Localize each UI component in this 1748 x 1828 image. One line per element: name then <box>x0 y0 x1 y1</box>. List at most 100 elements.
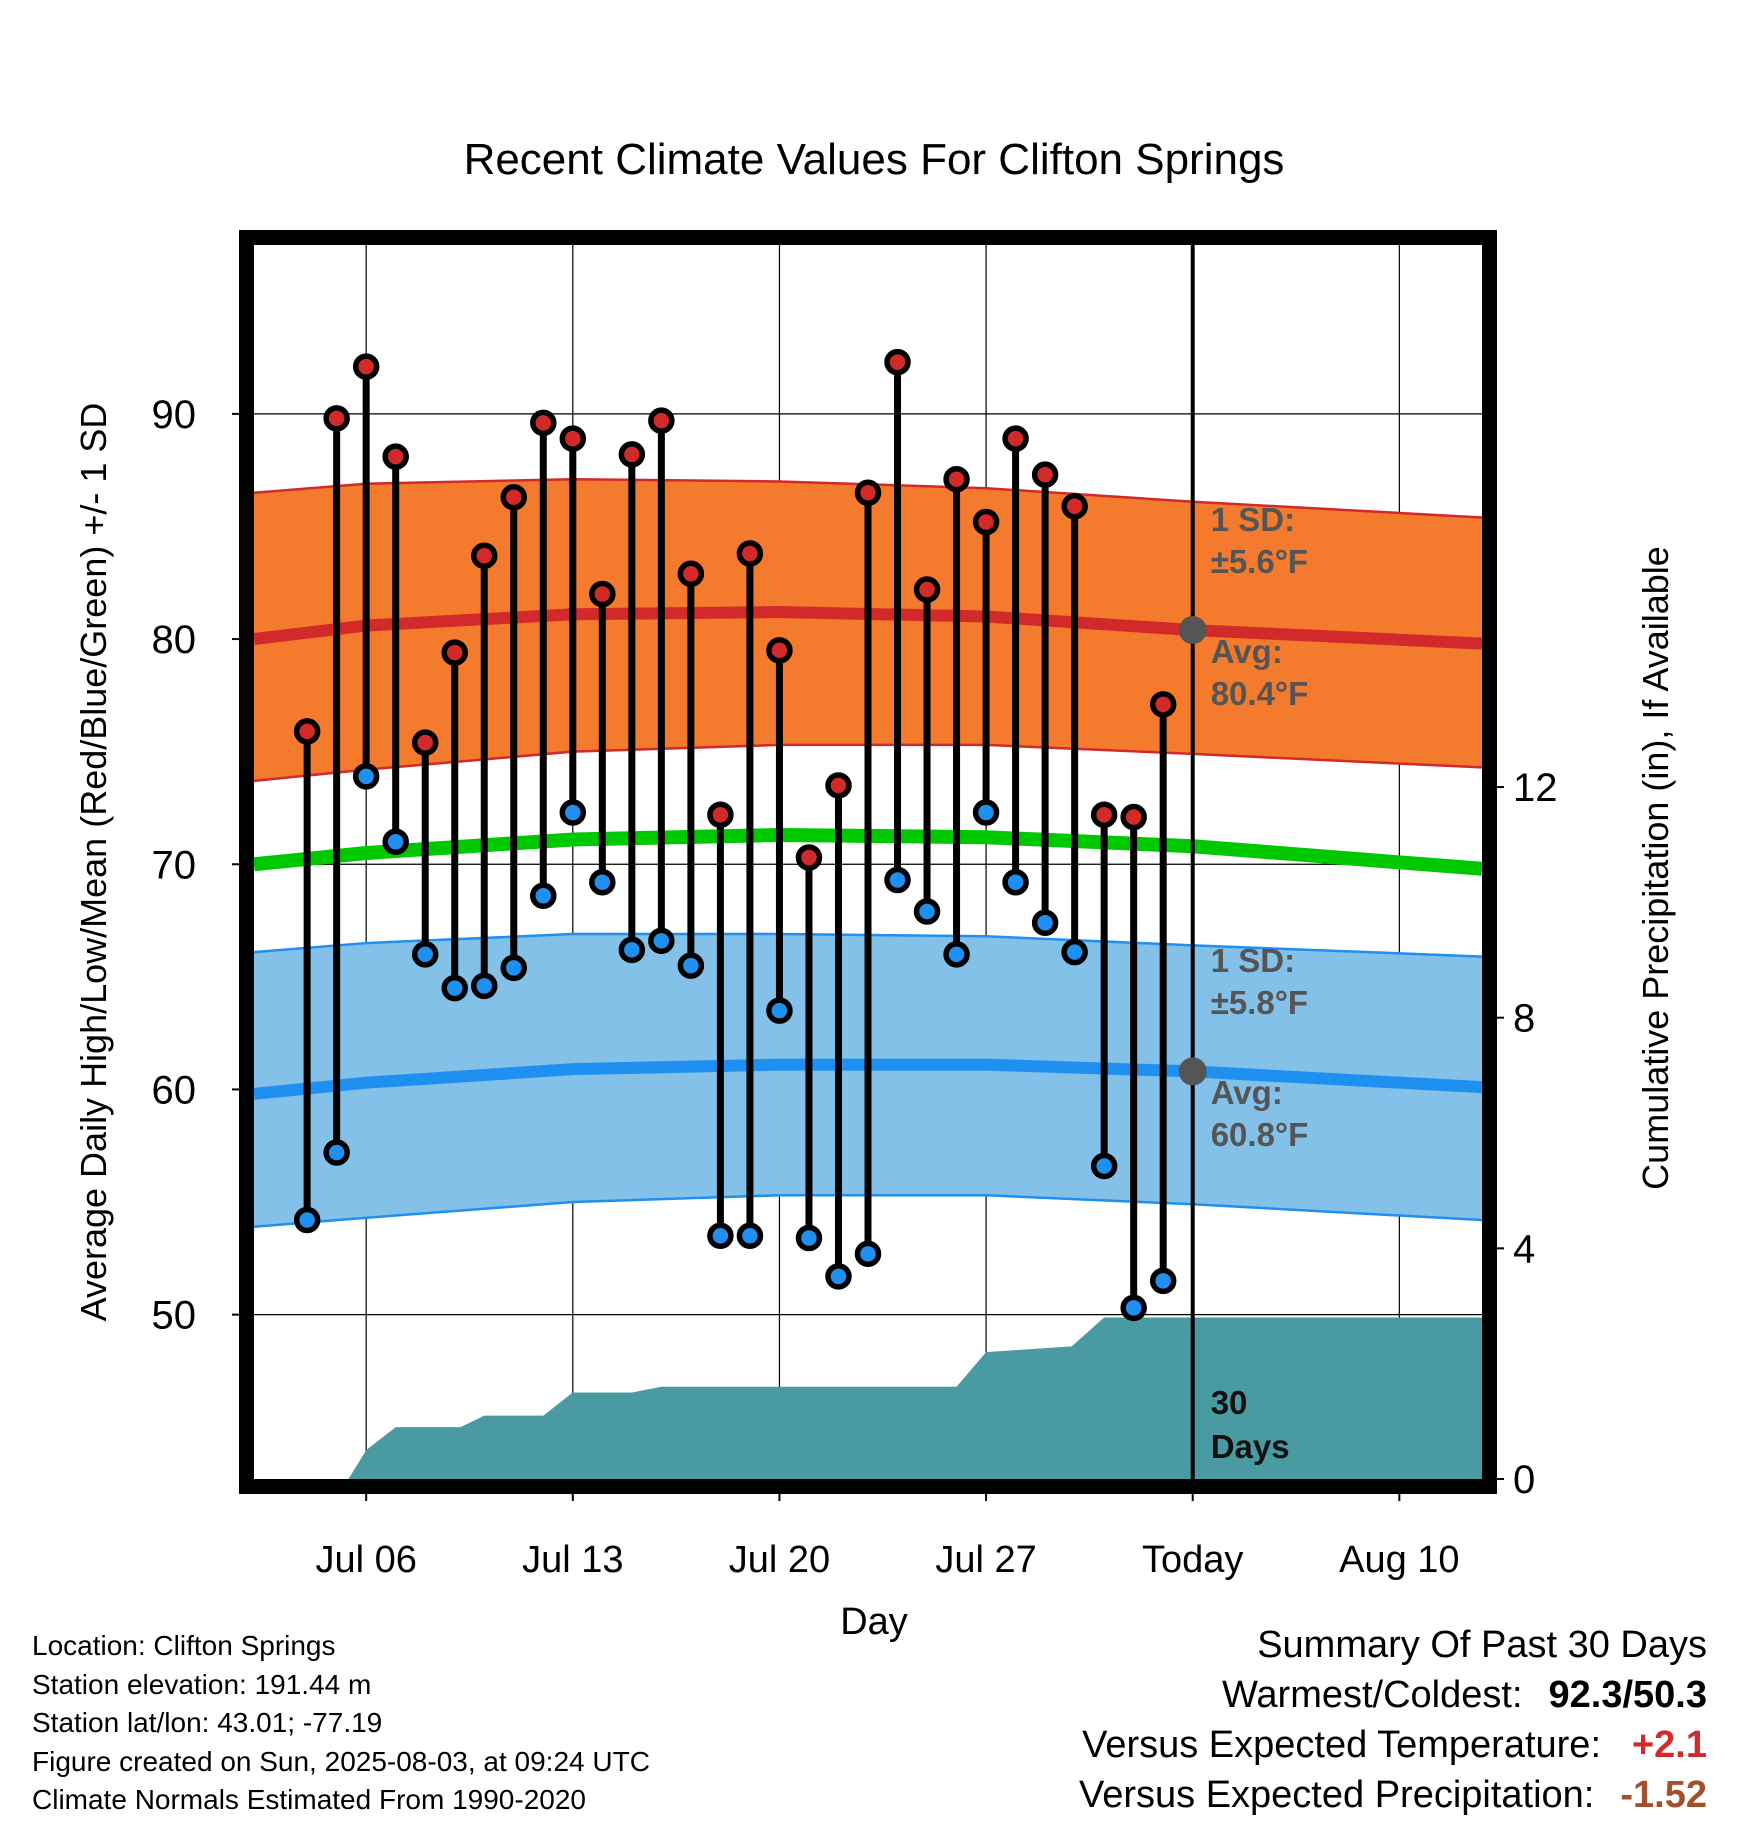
high-avg-value: 80.4°F <box>1211 675 1309 712</box>
low-point <box>884 866 911 894</box>
today-low-average-dot <box>1178 1057 1207 1086</box>
low-point <box>411 941 439 968</box>
low-point <box>795 1224 823 1252</box>
low-point <box>913 898 941 925</box>
low-point <box>500 954 528 982</box>
low-point <box>1002 869 1029 896</box>
y2-tick-label: 12 <box>1513 766 1558 810</box>
summary-panel: Summary Of Past 30 Days Warmest/Coldest:… <box>1079 1620 1707 1820</box>
low-point <box>943 941 970 968</box>
high-sd-label: 1 SD: <box>1211 501 1295 538</box>
precip-days-number: 30 <box>1211 1384 1248 1421</box>
warm-cold-label: Warmest/Coldest: <box>1221 1674 1523 1716</box>
low-sd-label: 1 SD: <box>1211 942 1295 979</box>
today-high-average-dot <box>1178 616 1207 645</box>
low-point <box>1031 909 1059 937</box>
x-tick-label: Jul 20 <box>729 1539 830 1581</box>
low-point <box>441 974 468 1002</box>
high-point <box>854 479 882 506</box>
y-tick-label: 50 <box>152 1294 197 1338</box>
normals-text: Climate Normals Estimated From 1990-2020 <box>32 1784 586 1815</box>
precip-days-label: Days <box>1211 1428 1290 1465</box>
low-point <box>293 1206 321 1234</box>
high-point <box>943 465 970 493</box>
low-point <box>530 882 557 910</box>
high-point <box>441 639 468 666</box>
high-point <box>1002 425 1029 452</box>
low-point <box>1149 1267 1177 1295</box>
high-point <box>972 508 1000 536</box>
low-point <box>854 1240 882 1268</box>
high-point <box>736 540 764 567</box>
high-point <box>323 405 350 432</box>
high-point <box>795 844 823 871</box>
high-point <box>677 560 705 588</box>
high-point <box>766 637 793 664</box>
low-point <box>648 927 675 955</box>
location-text: Location: Clifton Springs <box>32 1630 336 1661</box>
low-point <box>471 972 498 1000</box>
high-point <box>1120 803 1147 831</box>
low-point <box>589 869 616 896</box>
y2-tick-label: 0 <box>1513 1458 1535 1502</box>
high-point <box>382 443 409 470</box>
low-point <box>618 936 646 964</box>
high-point <box>913 576 941 603</box>
low-point <box>559 799 587 826</box>
high-point <box>530 409 557 437</box>
y-tick-label: 90 <box>152 393 197 437</box>
latlon-text: Station lat/lon: 43.01; -77.19 <box>32 1707 383 1738</box>
y-tick-label: 80 <box>152 618 197 662</box>
low-point <box>766 997 793 1024</box>
low-point <box>707 1222 734 1250</box>
low-point <box>1090 1152 1118 1180</box>
x-tick-label: Jul 13 <box>522 1539 623 1581</box>
high-point <box>293 718 321 745</box>
low-point <box>736 1222 764 1250</box>
high-point <box>559 425 587 452</box>
low-sd-value: ±5.8°F <box>1211 984 1308 1021</box>
x-tick-label: Today <box>1142 1539 1243 1581</box>
low-point <box>825 1263 852 1290</box>
low-avg-value: 60.8°F <box>1211 1116 1309 1153</box>
warm-cold-row: Warmest/Coldest: 92.3/50.3 <box>1079 1670 1707 1720</box>
precip-row: Versus Expected Precipitation: -1.52 <box>1079 1770 1707 1820</box>
precip-value: -1.52 <box>1620 1774 1707 1816</box>
low-point <box>1120 1294 1147 1322</box>
high-avg-label: Avg: <box>1211 633 1283 670</box>
plot-area: 1 SD: ±5.6°F Avg: 80.4°F 1 SD: ±5.8°F Avg: 60.8… <box>152 230 1558 1581</box>
warm-cold-value: 92.3/50.3 <box>1548 1674 1707 1716</box>
high-point <box>825 772 852 799</box>
temp-row: Versus Expected Temperature: +2.1 <box>1079 1720 1707 1770</box>
plot-content <box>254 245 1482 1479</box>
high-point <box>618 441 646 468</box>
station-info: Location: Clifton Springs Station elevat… <box>32 1627 650 1820</box>
y-tick-label: 70 <box>152 843 197 887</box>
high-point <box>471 542 498 570</box>
high-sd-value: ±5.6°F <box>1211 543 1308 580</box>
low-point <box>382 828 409 855</box>
low-point <box>323 1139 350 1166</box>
x-tick-label: Jul 06 <box>315 1539 416 1581</box>
low-avg-label: Avg: <box>1211 1074 1283 1111</box>
x-axis-label: Day <box>840 1601 908 1643</box>
summary-title: Summary Of Past 30 Days <box>1257 1624 1707 1666</box>
temp-label: Versus Expected Temperature: <box>1082 1724 1601 1766</box>
chart-title: Recent Climate Values For Clifton Spring… <box>464 135 1285 184</box>
precip-label: Versus Expected Precipitation: <box>1078 1774 1595 1816</box>
low-point <box>352 763 380 790</box>
high-point <box>411 729 439 756</box>
x-tick-label: Jul 27 <box>935 1539 1036 1581</box>
cumulative-precip-area <box>254 1317 1482 1479</box>
y2-axis-label: Cumulative Precipitation (in), If Availa… <box>1635 546 1676 1190</box>
plot-frame <box>239 230 1497 1494</box>
x-tick-label: Aug 10 <box>1339 1539 1459 1581</box>
high-point <box>884 348 911 376</box>
y-tick-label: 60 <box>152 1068 197 1112</box>
high-point <box>1090 801 1118 828</box>
low-point <box>677 952 705 979</box>
high-point <box>1149 691 1177 718</box>
elevation-text: Station elevation: 191.44 m <box>32 1668 372 1700</box>
low-point <box>1061 938 1088 966</box>
